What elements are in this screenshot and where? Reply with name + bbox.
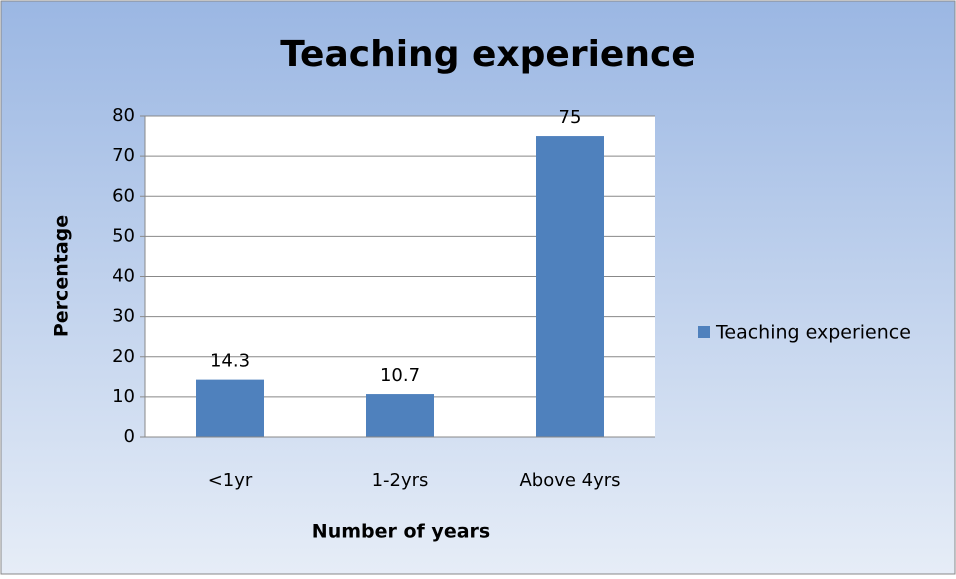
x-tick-label: <1yr [208,470,253,491]
y-axis-label: Percentage [51,215,73,337]
y-tick-label: 10 [112,386,135,407]
x-axis-label: Number of years [312,521,490,543]
y-tick-label: 20 [112,346,135,367]
y-tick-label: 50 [112,225,135,246]
chart-title: Teaching experience [280,34,695,75]
bar [366,394,434,437]
bar [536,136,604,437]
y-tick-label: 70 [112,145,135,166]
y-tick-label: 60 [112,185,135,206]
y-tick-label: 30 [112,306,135,327]
data-label: 14.3 [210,351,250,372]
data-label: 75 [559,107,582,128]
legend-label: Teaching experience [715,322,911,344]
x-tick-label: Above 4yrs [519,470,620,491]
bar [196,379,264,437]
y-tick-label: 80 [112,105,135,126]
y-tick-label: 0 [124,426,135,447]
legend-swatch [698,326,710,338]
data-label: 10.7 [380,365,420,386]
x-tick-label: 1-2yrs [372,470,429,491]
y-tick-label: 40 [112,266,135,287]
